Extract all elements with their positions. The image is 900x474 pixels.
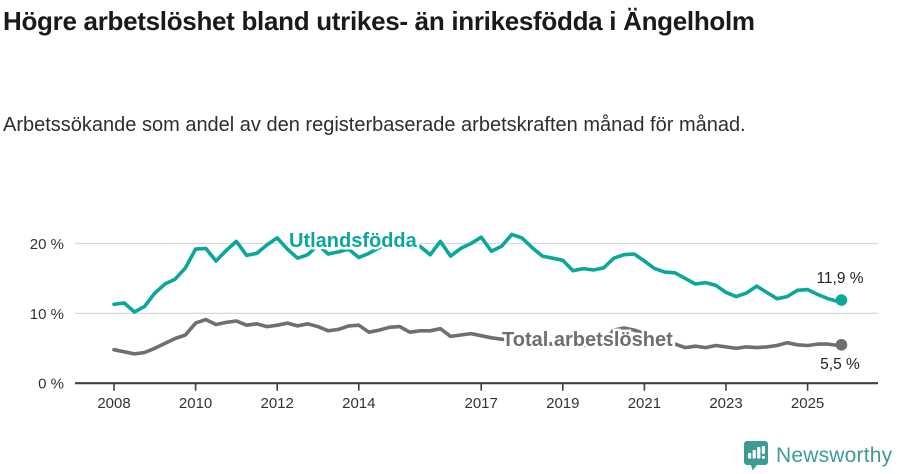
- x-axis-tick-label: 2021: [628, 395, 661, 412]
- series-line: [112, 232, 844, 314]
- x-axis-tick-label: 2010: [179, 395, 212, 412]
- series-line: [112, 317, 844, 356]
- series-end-dot: [835, 338, 848, 351]
- y-axis-tick-label: 10 %: [30, 306, 64, 323]
- series-lines: [112, 232, 844, 356]
- newsworthy-logo: Newsworthy: [743, 440, 892, 471]
- series-label-total-arbetsloshet: Total arbetslöshet: [502, 329, 673, 351]
- line-chart: 2008 2010 2012 2014 2017 2019 2021 2023 2025 0 %…: [30, 228, 878, 412]
- x-axis-tick-label: 2019: [546, 395, 579, 412]
- series-label-utlandsfodda: Utlandsfödda: [289, 230, 418, 252]
- newsworthy-bubble-chart-icon: [744, 441, 768, 471]
- end-value-label-utlandsfodda: 11,9 %: [816, 270, 863, 287]
- x-axis-tick-label: 2012: [261, 395, 294, 412]
- y-axis-tick-label: 0 %: [38, 376, 64, 393]
- y-axis-labels: 0 % 10 % 20 %: [30, 236, 64, 393]
- x-axis-labels: 2008 2010 2012 2014 2017 2019 2021 2023 2025: [97, 395, 824, 412]
- chart-subtitle: Arbetssökande som andel av den registerb…: [3, 114, 746, 136]
- end-value-label-total: 5,5 %: [820, 356, 860, 373]
- page-title: Högre arbetslöshet bland utrikes- än inr…: [3, 6, 755, 36]
- gridlines: [75, 242, 878, 314]
- newsworthy-logo-text: Newsworthy: [776, 443, 893, 467]
- x-axis-ticks: [113, 383, 809, 391]
- x-axis-tick-label: 2014: [342, 395, 375, 412]
- x-axis-tick-label: 2017: [465, 395, 498, 412]
- x-axis-tick-label: 2025: [791, 395, 824, 412]
- x-axis-tick-label: 2008: [97, 395, 130, 412]
- y-axis-tick-label: 20 %: [30, 236, 64, 253]
- x-axis-tick-label: 2023: [709, 395, 742, 412]
- series-end-dot: [835, 294, 848, 306]
- series-end-dots: [835, 294, 848, 351]
